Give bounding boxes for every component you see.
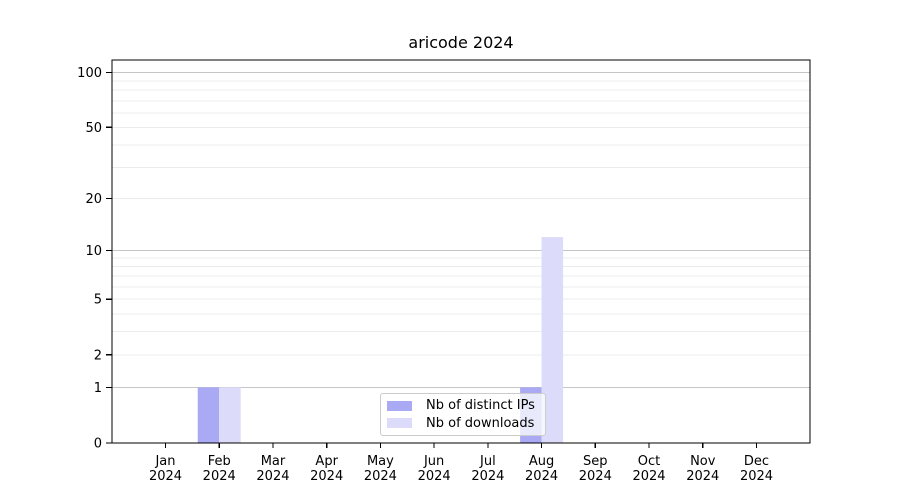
x-tick-label-month-nov: Nov	[690, 454, 716, 469]
chart-title: aricode 2024	[408, 33, 514, 52]
y-tick-label-1: 1	[94, 381, 102, 396]
x-tick-label-month-apr: Apr	[315, 454, 338, 469]
y-tick-label-5: 5	[94, 293, 102, 308]
axes-box	[111, 59, 811, 444]
x-tick-label-year-dec: 2024	[740, 469, 773, 484]
x-tick-label-year-jan: 2024	[149, 469, 182, 484]
x-tick-label-month-aug: Aug	[529, 454, 554, 469]
x-tick-label-year-apr: 2024	[310, 469, 343, 484]
x-tick-label-month-dec: Dec	[744, 454, 769, 469]
x-tick-label-year-oct: 2024	[632, 469, 665, 484]
x-tick-label-year-feb: 2024	[203, 469, 236, 484]
x-tick-label-month-jul: Jul	[479, 454, 496, 469]
legend-item-distinct-ips: Nb of distinct IPs	[387, 398, 541, 413]
y-tick-label-10: 10	[85, 244, 102, 259]
legend-item-downloads: Nb of downloads	[387, 416, 541, 431]
legend-swatch-downloads	[387, 418, 412, 429]
x-tick-label-year-mar: 2024	[256, 469, 289, 484]
bar-nb-of-distinct-ips-feb	[197, 387, 220, 443]
legend-label-distinct-ips: Nb of distinct IPs	[426, 398, 535, 414]
bar-nb-of-downloads-feb	[219, 387, 241, 443]
x-tick-label-year-may: 2024	[364, 469, 397, 484]
y-tick-label-0: 0	[94, 437, 102, 452]
x-tick-label-year-aug: 2024	[525, 469, 558, 484]
x-tick-label-year-jul: 2024	[471, 469, 504, 484]
legend-swatch-distinct-ips	[387, 400, 412, 411]
x-tick-label-year-jun: 2024	[418, 469, 451, 484]
x-tick-label-year-nov: 2024	[686, 469, 719, 484]
x-tick-label-month-may: May	[367, 454, 394, 469]
x-tick-label-month-sep: Sep	[583, 454, 608, 469]
bar-nb-of-downloads-aug	[541, 237, 564, 443]
x-tick-label-month-jan: Jan	[154, 454, 175, 469]
legend-label-downloads: Nb of downloads	[426, 415, 535, 431]
x-tick-label-month-mar: Mar	[261, 454, 286, 469]
legend: Nb of distinct IPs Nb of downloads	[380, 393, 546, 436]
x-tick-label-month-oct: Oct	[638, 454, 660, 469]
y-tick-label-50: 50	[85, 121, 102, 136]
y-tick-label-20: 20	[85, 192, 102, 207]
y-tick-label-2: 2	[94, 348, 102, 363]
x-tick-label-month-jun: Jun	[423, 454, 444, 469]
y-tick-label-100: 100	[77, 66, 102, 81]
x-tick-label-month-feb: Feb	[208, 454, 231, 469]
x-tick-label-year-sep: 2024	[579, 469, 612, 484]
